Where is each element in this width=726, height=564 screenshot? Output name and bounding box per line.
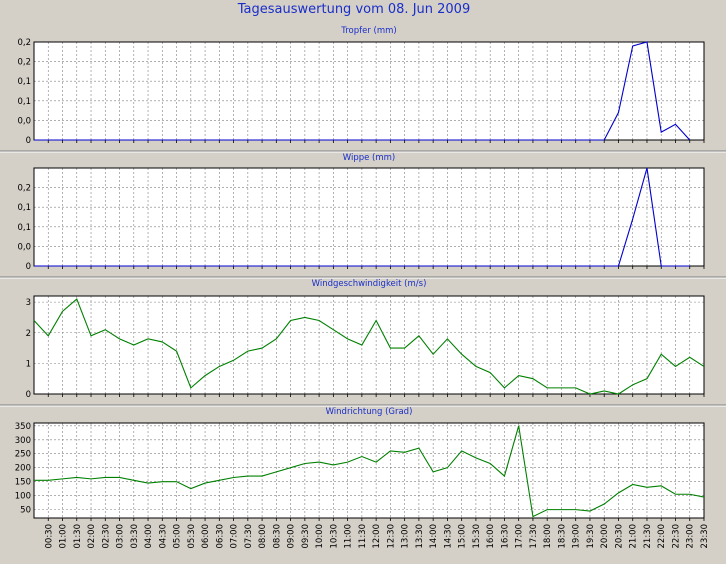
y-tick-label: 0,1 — [17, 223, 31, 233]
plot-area — [34, 423, 704, 518]
x-tick-label: 05:00 — [173, 524, 183, 549]
y-tick-label: 1 — [26, 359, 31, 369]
x-tick-label: 12:30 — [386, 524, 396, 549]
x-tick-label: 07:30 — [244, 524, 254, 549]
y-tick-label: 100 — [15, 492, 31, 502]
y-tick-label: 200 — [15, 464, 31, 474]
x-tick-label: 17:00 — [515, 524, 525, 549]
plot-area — [34, 42, 704, 140]
x-tick-label: 23:30 — [700, 524, 710, 549]
x-tick-label: 05:30 — [187, 524, 197, 549]
plot-area — [34, 168, 704, 266]
x-tick-label: 00:30 — [44, 524, 54, 549]
x-tick-label: 08:30 — [272, 524, 282, 549]
x-tick-label: 19:00 — [572, 524, 582, 549]
y-tick-label: 0 — [26, 262, 31, 272]
x-tick-label: 19:30 — [586, 524, 596, 549]
x-tick-label: 06:30 — [215, 524, 225, 549]
x-tick-label: 23:00 — [686, 524, 696, 549]
x-tick-label: 16:30 — [500, 524, 510, 549]
y-tick-label: 0,2 — [17, 184, 31, 194]
x-tick-label: 20:00 — [600, 524, 610, 549]
x-tick-label: 21:30 — [643, 524, 653, 549]
x-tick-label: 09:30 — [301, 524, 311, 549]
x-tick-label: 16:00 — [486, 524, 496, 549]
x-tick-label: 04:30 — [158, 524, 168, 549]
x-tick-label: 13:00 — [401, 524, 411, 549]
y-tick-label: 350 — [15, 422, 31, 432]
x-tick-label: 14:00 — [429, 524, 439, 549]
y-tick-label: 250 — [15, 450, 31, 460]
y-tick-label: 0,1 — [17, 97, 31, 107]
y-tick-label: 0 — [26, 390, 31, 400]
x-tick-label: 14:30 — [443, 524, 453, 549]
x-tick-label: 22:30 — [671, 524, 681, 549]
y-tick-label: 2 — [26, 329, 31, 339]
panel-title: Windgeschwindigkeit (m/s) — [312, 279, 427, 289]
x-tick-label: 01:30 — [73, 524, 83, 549]
x-tick-label: 18:00 — [543, 524, 553, 549]
x-tick-label: 11:30 — [358, 524, 368, 549]
y-tick-label: 0 — [26, 136, 31, 146]
x-tick-label: 17:30 — [529, 524, 539, 549]
x-tick-label: 12:00 — [372, 524, 382, 549]
x-tick-label: 03:30 — [130, 524, 140, 549]
y-tick-label: 0,1 — [17, 203, 31, 213]
x-tick-label: 03:00 — [116, 524, 126, 549]
panel-title: Wippe (mm) — [343, 153, 396, 163]
series-line — [34, 41, 691, 141]
x-tick-label: 18:30 — [557, 524, 567, 549]
x-tick-label: 22:00 — [657, 524, 667, 549]
y-tick-label: 0,2 — [17, 38, 31, 48]
series-line — [34, 167, 690, 267]
plot-area — [34, 296, 704, 394]
series-line — [33, 298, 705, 395]
x-tick-label: 06:00 — [201, 524, 211, 549]
plot-frame — [33, 422, 705, 519]
x-tick-label: 01:00 — [59, 524, 69, 549]
x-tick-label: 10:30 — [329, 524, 339, 549]
series-line — [34, 425, 705, 518]
y-tick-label: 150 — [15, 478, 31, 488]
x-tick-label: 04:00 — [144, 524, 154, 549]
x-tick-label: 10:00 — [315, 524, 325, 549]
y-tick-label: 3 — [26, 298, 31, 308]
x-tick-label: 02:00 — [87, 524, 97, 549]
y-tick-label: 0,2 — [17, 58, 31, 68]
y-tick-label: 0,0 — [17, 242, 31, 252]
x-tick-label: 13:30 — [415, 524, 425, 549]
x-tick-label: 11:00 — [344, 524, 354, 549]
x-tick-label: 07:00 — [230, 524, 240, 549]
y-tick-label: 300 — [15, 436, 31, 446]
x-tick-label: 09:00 — [287, 524, 297, 549]
y-tick-label: 0,0 — [17, 116, 31, 126]
x-tick-label: 08:00 — [258, 524, 268, 549]
x-tick-label: 15:30 — [472, 524, 482, 549]
x-tick-label: 21:00 — [629, 524, 639, 549]
x-tick-label: 20:30 — [614, 524, 624, 549]
x-tick-label: 02:30 — [101, 524, 111, 549]
y-tick-label: 0,1 — [17, 77, 31, 87]
plot-frame — [33, 295, 705, 395]
panel-title: Tropfer (mm) — [340, 26, 396, 36]
panel-title: Windrichtung (Grad) — [326, 407, 413, 417]
x-tick-label: 15:00 — [458, 524, 468, 549]
chart-title: Tagesauswertung vom 08. Jun 2009 — [237, 2, 470, 17]
y-tick-label: 50 — [20, 506, 31, 516]
